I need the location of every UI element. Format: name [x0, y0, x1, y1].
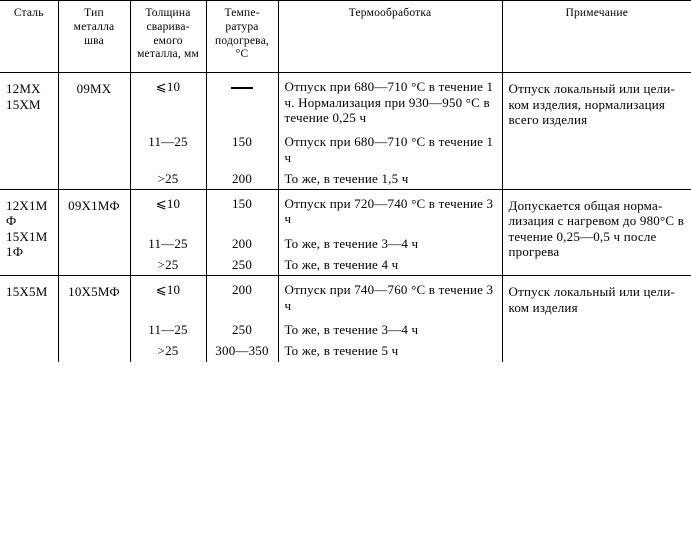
cell-thickness: 11—25	[130, 319, 206, 340]
cell-thickness: >25	[130, 254, 206, 276]
col-header-note: Примечание	[502, 1, 691, 73]
header-row: Сталь Тип металла шва Толщина сварива­ем…	[0, 1, 691, 73]
cell-temp: 150	[206, 190, 278, 233]
cell-note: Допускается общая норма­лизация с на­гре…	[502, 190, 691, 276]
cell-treatment: Отпуск при 740—760 °C в течение 3 ч	[278, 276, 502, 319]
heat-treatment-table: Сталь Тип металла шва Толщина сварива­ем…	[0, 0, 691, 362]
cell-note: Отпуск локаль­ный или цели­ком изделия, …	[502, 73, 691, 190]
cell-treatment: Отпуск при 680—710 °C в течение 1 ч	[278, 131, 502, 168]
cell-temp: 200	[206, 168, 278, 190]
dash-icon	[231, 87, 253, 89]
cell-temp: 300—350	[206, 340, 278, 361]
cell-steel: 12X1МФ 15X1М1Ф	[0, 190, 58, 276]
table-row: 15X5M 10X5МФ ⩽10 200 Отпуск при 740—760 …	[0, 276, 691, 319]
cell-thickness: ⩽10	[130, 73, 206, 131]
cell-filler: 09MX	[58, 73, 130, 190]
col-header-filler: Тип металла шва	[58, 1, 130, 73]
cell-thickness: ⩽10	[130, 190, 206, 233]
cell-temp: 250	[206, 319, 278, 340]
cell-treatment: Отпуск при 720—740 °C в течение 3 ч	[278, 190, 502, 233]
col-header-treat: Термообработка	[278, 1, 502, 73]
cell-treatment: То же, в течение 5 ч	[278, 340, 502, 361]
cell-steel: 15X5M	[0, 276, 58, 362]
cell-filler: 09X1МФ	[58, 190, 130, 276]
cell-steel: 12MX 15XM	[0, 73, 58, 190]
cell-temp: 150	[206, 131, 278, 168]
cell-treatment: То же, в течение 1,5 ч	[278, 168, 502, 190]
col-header-temp: Темпе­ратура подогре­ва, °C	[206, 1, 278, 73]
cell-temp: 200	[206, 276, 278, 319]
cell-treatment: Отпуск при 680—710 °C в течение 1 ч. Нор…	[278, 73, 502, 131]
table-row: 12X1МФ 15X1М1Ф 09X1МФ ⩽10 150 Отпуск при…	[0, 190, 691, 233]
cell-note: Отпуск локаль­ный или цели­ком изделия	[502, 276, 691, 362]
col-header-thickness: Толщина сварива­емого металла, мм	[130, 1, 206, 73]
col-header-steel: Сталь	[0, 1, 58, 73]
cell-temp	[206, 73, 278, 131]
cell-filler: 10X5МФ	[58, 276, 130, 362]
cell-thickness: ⩽10	[130, 276, 206, 319]
cell-thickness: 11—25	[130, 233, 206, 254]
cell-thickness: >25	[130, 168, 206, 190]
cell-thickness: >25	[130, 340, 206, 361]
cell-treatment: То же, в течение 3—4 ч	[278, 319, 502, 340]
cell-treatment: То же, в течение 4 ч	[278, 254, 502, 276]
cell-thickness: 11—25	[130, 131, 206, 168]
cell-treatment: То же, в течение 3—4 ч	[278, 233, 502, 254]
cell-temp: 250	[206, 254, 278, 276]
table-row: 12MX 15XM 09MX ⩽10 Отпуск при 680—710 °C…	[0, 73, 691, 131]
cell-temp: 200	[206, 233, 278, 254]
